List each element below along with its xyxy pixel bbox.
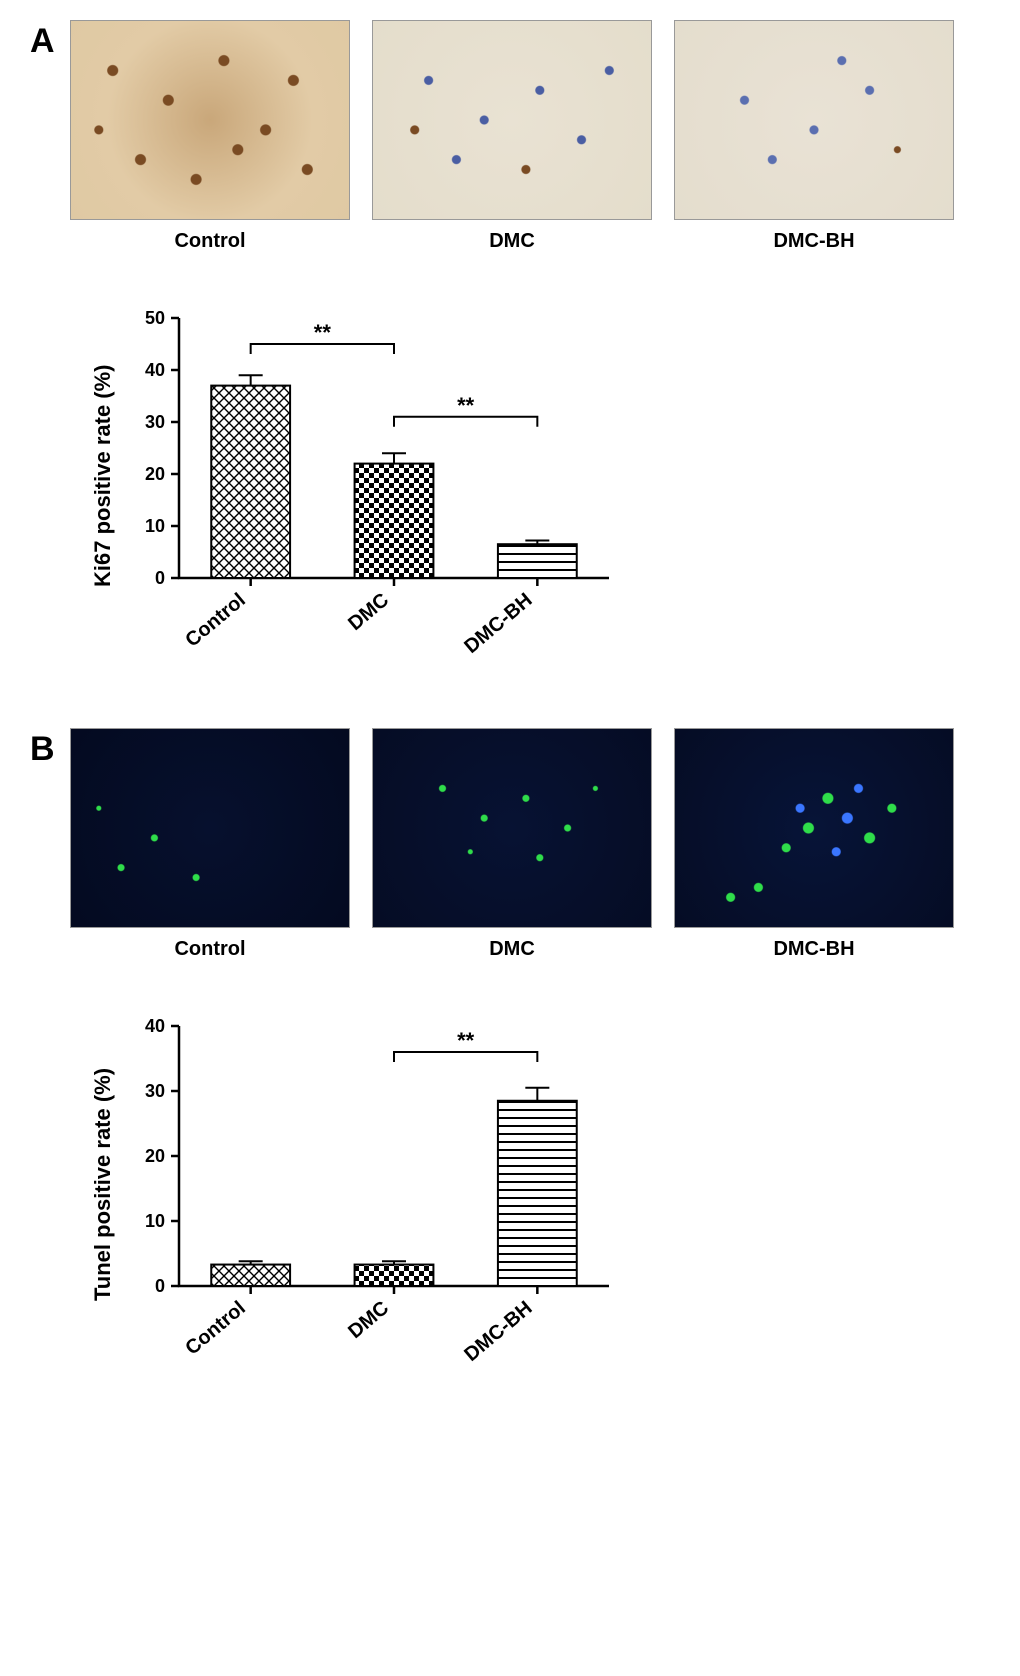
- svg-text:**: **: [314, 320, 332, 345]
- panel-b-image-dmcbh: [674, 728, 954, 928]
- panel-b-images: Control DMC DMC-BH: [70, 728, 990, 961]
- svg-text:40: 40: [145, 1016, 165, 1036]
- svg-text:20: 20: [145, 1146, 165, 1166]
- bar: [498, 544, 577, 578]
- panel-b-images-row: B Control DMC DMC-BH: [30, 728, 990, 961]
- figure: A Control DMC DMC-BH Ki67 positive rate …: [0, 0, 1020, 1476]
- svg-text:10: 10: [145, 516, 165, 536]
- panel-a-image-control-label: Control: [174, 230, 245, 253]
- bar: [498, 1101, 577, 1286]
- panel-b-ylabel: Tunel positive rate (%): [90, 1054, 116, 1314]
- panel-b-image-dmcbh-label: DMC-BH: [773, 938, 854, 961]
- panel-a-ylabel: Ki67 positive rate (%): [90, 346, 116, 606]
- bar: [355, 1265, 434, 1286]
- svg-text:40: 40: [145, 360, 165, 380]
- panel-a-image-dmc: [372, 20, 652, 220]
- panel-b-chart: 0 10 20 30 40 Control DMC DMC-BH **: [124, 986, 629, 1381]
- panel-a-chart: 0 10 20 30 40 50 Control DMC DMC-BH ** **: [124, 278, 629, 673]
- svg-text:50: 50: [145, 308, 165, 328]
- svg-text:30: 30: [145, 412, 165, 432]
- panel-a-image-control: [70, 20, 350, 220]
- bar: [211, 1265, 290, 1286]
- panel-a-image-dmc-label: DMC: [489, 230, 535, 253]
- panel-a-image-dmcbh-col: DMC-BH: [674, 20, 954, 253]
- svg-text:DMC-BH: DMC-BH: [460, 1297, 536, 1366]
- panel-b-image-dmc-col: DMC: [372, 728, 652, 961]
- panel-a-images-row: A Control DMC DMC-BH: [30, 20, 990, 253]
- svg-text:**: **: [457, 393, 475, 418]
- svg-text:20: 20: [145, 464, 165, 484]
- panel-b-image-control-label: Control: [174, 938, 245, 961]
- panel-b-image-dmc-label: DMC: [489, 938, 535, 961]
- panel-a-image-dmcbh: [674, 20, 954, 220]
- svg-text:DMC-BH: DMC-BH: [460, 589, 536, 658]
- panel-a-chart-block: Ki67 positive rate (%) 0 10 20 30 40 50 Contro…: [90, 278, 990, 673]
- svg-text:0: 0: [155, 1276, 165, 1296]
- bar: [211, 386, 290, 578]
- panel-b-image-control-col: Control: [70, 728, 350, 961]
- bar: [355, 464, 434, 578]
- panel-a-images: Control DMC DMC-BH: [70, 20, 990, 253]
- panel-letter-a: A: [30, 20, 70, 58]
- svg-text:30: 30: [145, 1081, 165, 1101]
- panel-b-image-control: [70, 728, 350, 928]
- panel-a-image-dmc-col: DMC: [372, 20, 652, 253]
- panel-b-image-dmcbh-col: DMC-BH: [674, 728, 954, 961]
- svg-text:10: 10: [145, 1211, 165, 1231]
- panel-b-chart-block: Tunel positive rate (%) 0 10 20 30 40 Control…: [90, 986, 990, 1381]
- svg-text:0: 0: [155, 568, 165, 588]
- panel-a-image-control-col: Control: [70, 20, 350, 253]
- svg-text:**: **: [457, 1028, 475, 1053]
- panel-letter-b: B: [30, 728, 70, 766]
- svg-text:Control: Control: [181, 589, 250, 652]
- svg-text:Control: Control: [181, 1297, 250, 1360]
- svg-text:DMC: DMC: [344, 589, 393, 635]
- panel-b-image-dmc: [372, 728, 652, 928]
- svg-text:DMC: DMC: [344, 1297, 393, 1343]
- panel-a-image-dmcbh-label: DMC-BH: [773, 230, 854, 253]
